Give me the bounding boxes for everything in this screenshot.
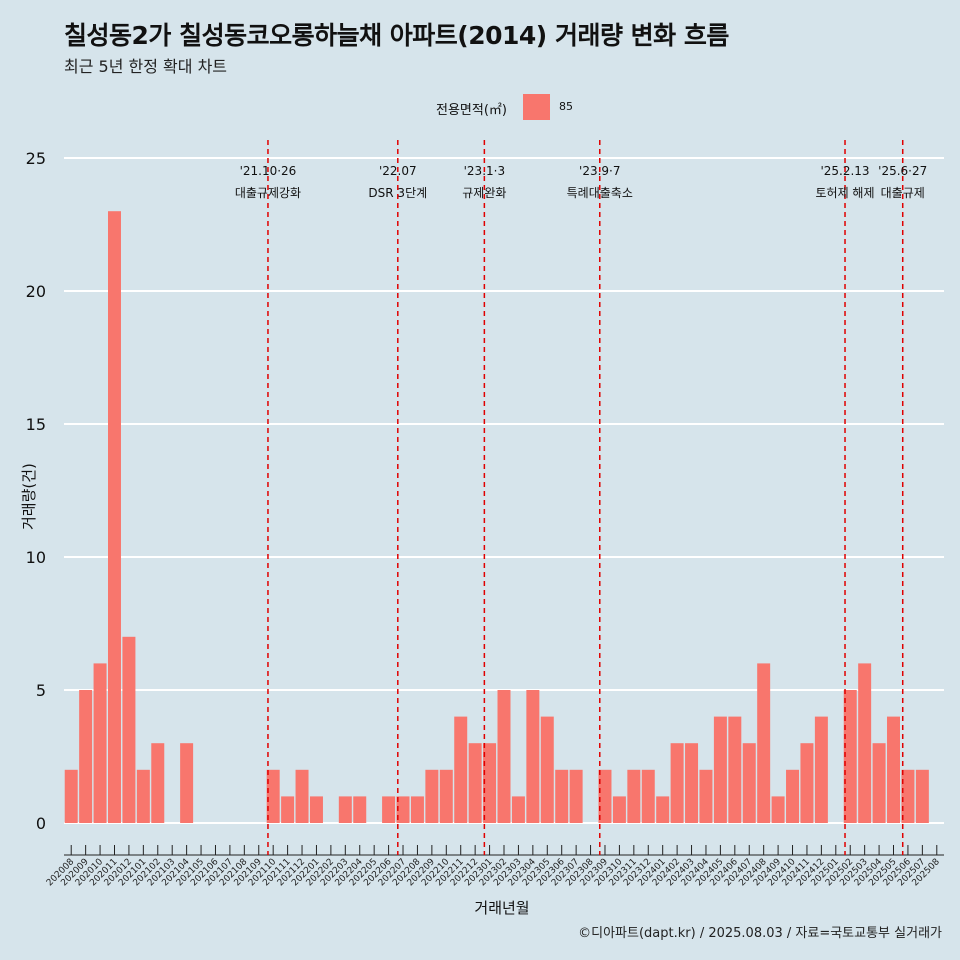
bar — [353, 796, 367, 823]
bar — [641, 769, 655, 823]
y-axis-label: 거래량(건) — [20, 463, 38, 530]
annotation-date: '23.9·7 — [579, 164, 620, 178]
annotation-date: '25.6·27 — [878, 164, 927, 178]
bar — [93, 663, 107, 823]
chart-title: 칠성동2가 칠성동코오롱하늘채 아파트(2014) 거래량 변화 흐름 — [64, 21, 729, 50]
chart-subtitle: 최근 5년 한정 확대 차트 — [64, 57, 228, 76]
annotation-date: '22.07 — [379, 164, 417, 178]
bar — [454, 716, 468, 823]
bar — [180, 743, 194, 823]
bar — [915, 769, 929, 823]
bar — [425, 769, 439, 823]
bar — [728, 716, 742, 823]
x-axis-label: 거래년월 — [474, 899, 530, 917]
bar — [858, 663, 872, 823]
bar — [569, 769, 583, 823]
y-tick-label: 25 — [26, 149, 46, 168]
annotation-label: 토허제 해제 — [816, 186, 875, 200]
bar — [511, 796, 525, 823]
y-tick-label: 0 — [36, 814, 46, 833]
legend-title: 전용면적(㎡) — [436, 103, 507, 118]
annotation-date: '23.1·3 — [464, 164, 505, 178]
bar — [338, 796, 352, 823]
bar — [685, 743, 699, 823]
bar — [108, 211, 121, 823]
bar — [555, 769, 569, 823]
bar — [670, 743, 684, 823]
bar — [281, 796, 295, 823]
bar — [771, 796, 785, 823]
bar — [786, 769, 800, 823]
y-tick-label: 15 — [26, 415, 46, 434]
bar — [266, 769, 280, 823]
bar — [483, 743, 497, 823]
bar — [122, 636, 136, 823]
y-tick-label: 20 — [26, 282, 46, 301]
bar — [800, 743, 814, 823]
y-tick-label: 10 — [26, 548, 46, 567]
bar — [64, 769, 78, 823]
bar — [887, 716, 900, 823]
bar — [872, 743, 886, 823]
bar — [526, 690, 540, 823]
bar — [713, 716, 727, 823]
bar — [843, 690, 857, 823]
bar — [742, 743, 756, 823]
bar — [396, 796, 410, 823]
bar — [497, 690, 511, 823]
bar — [439, 769, 453, 823]
bar — [598, 769, 612, 823]
legend: 전용면적(㎡) 85 — [0, 92, 960, 122]
bar — [656, 796, 670, 823]
bar — [382, 796, 396, 823]
bar — [612, 796, 626, 823]
annotation-date: '21.10·26 — [240, 164, 297, 178]
bar — [468, 743, 482, 823]
bar — [410, 796, 424, 823]
annotation-label: 대출규제강화 — [235, 186, 301, 200]
bar — [151, 743, 165, 823]
bar — [757, 663, 771, 823]
bar — [627, 769, 641, 823]
y-tick-label: 5 — [36, 681, 46, 700]
legend-label: 85 — [559, 100, 573, 113]
bar — [699, 769, 713, 823]
bar — [79, 690, 93, 823]
source-caption: ©디아파트(dapt.kr) / 2025.08.03 / 자료=국토교통부 실… — [578, 926, 942, 941]
bar — [309, 796, 323, 823]
bar — [540, 716, 554, 823]
annotation-label: DSR 3단계 — [368, 186, 427, 200]
bar — [136, 769, 150, 823]
annotation-date: '25.2.13 — [820, 164, 869, 178]
bar — [901, 769, 915, 823]
legend-key-swatch — [523, 94, 550, 120]
bar — [814, 716, 828, 823]
bar — [295, 769, 309, 823]
annotation-label: 특례대출축소 — [567, 186, 633, 200]
annotation-label: 규제완화 — [462, 186, 506, 200]
annotation-label: 대출규제 — [881, 186, 925, 200]
